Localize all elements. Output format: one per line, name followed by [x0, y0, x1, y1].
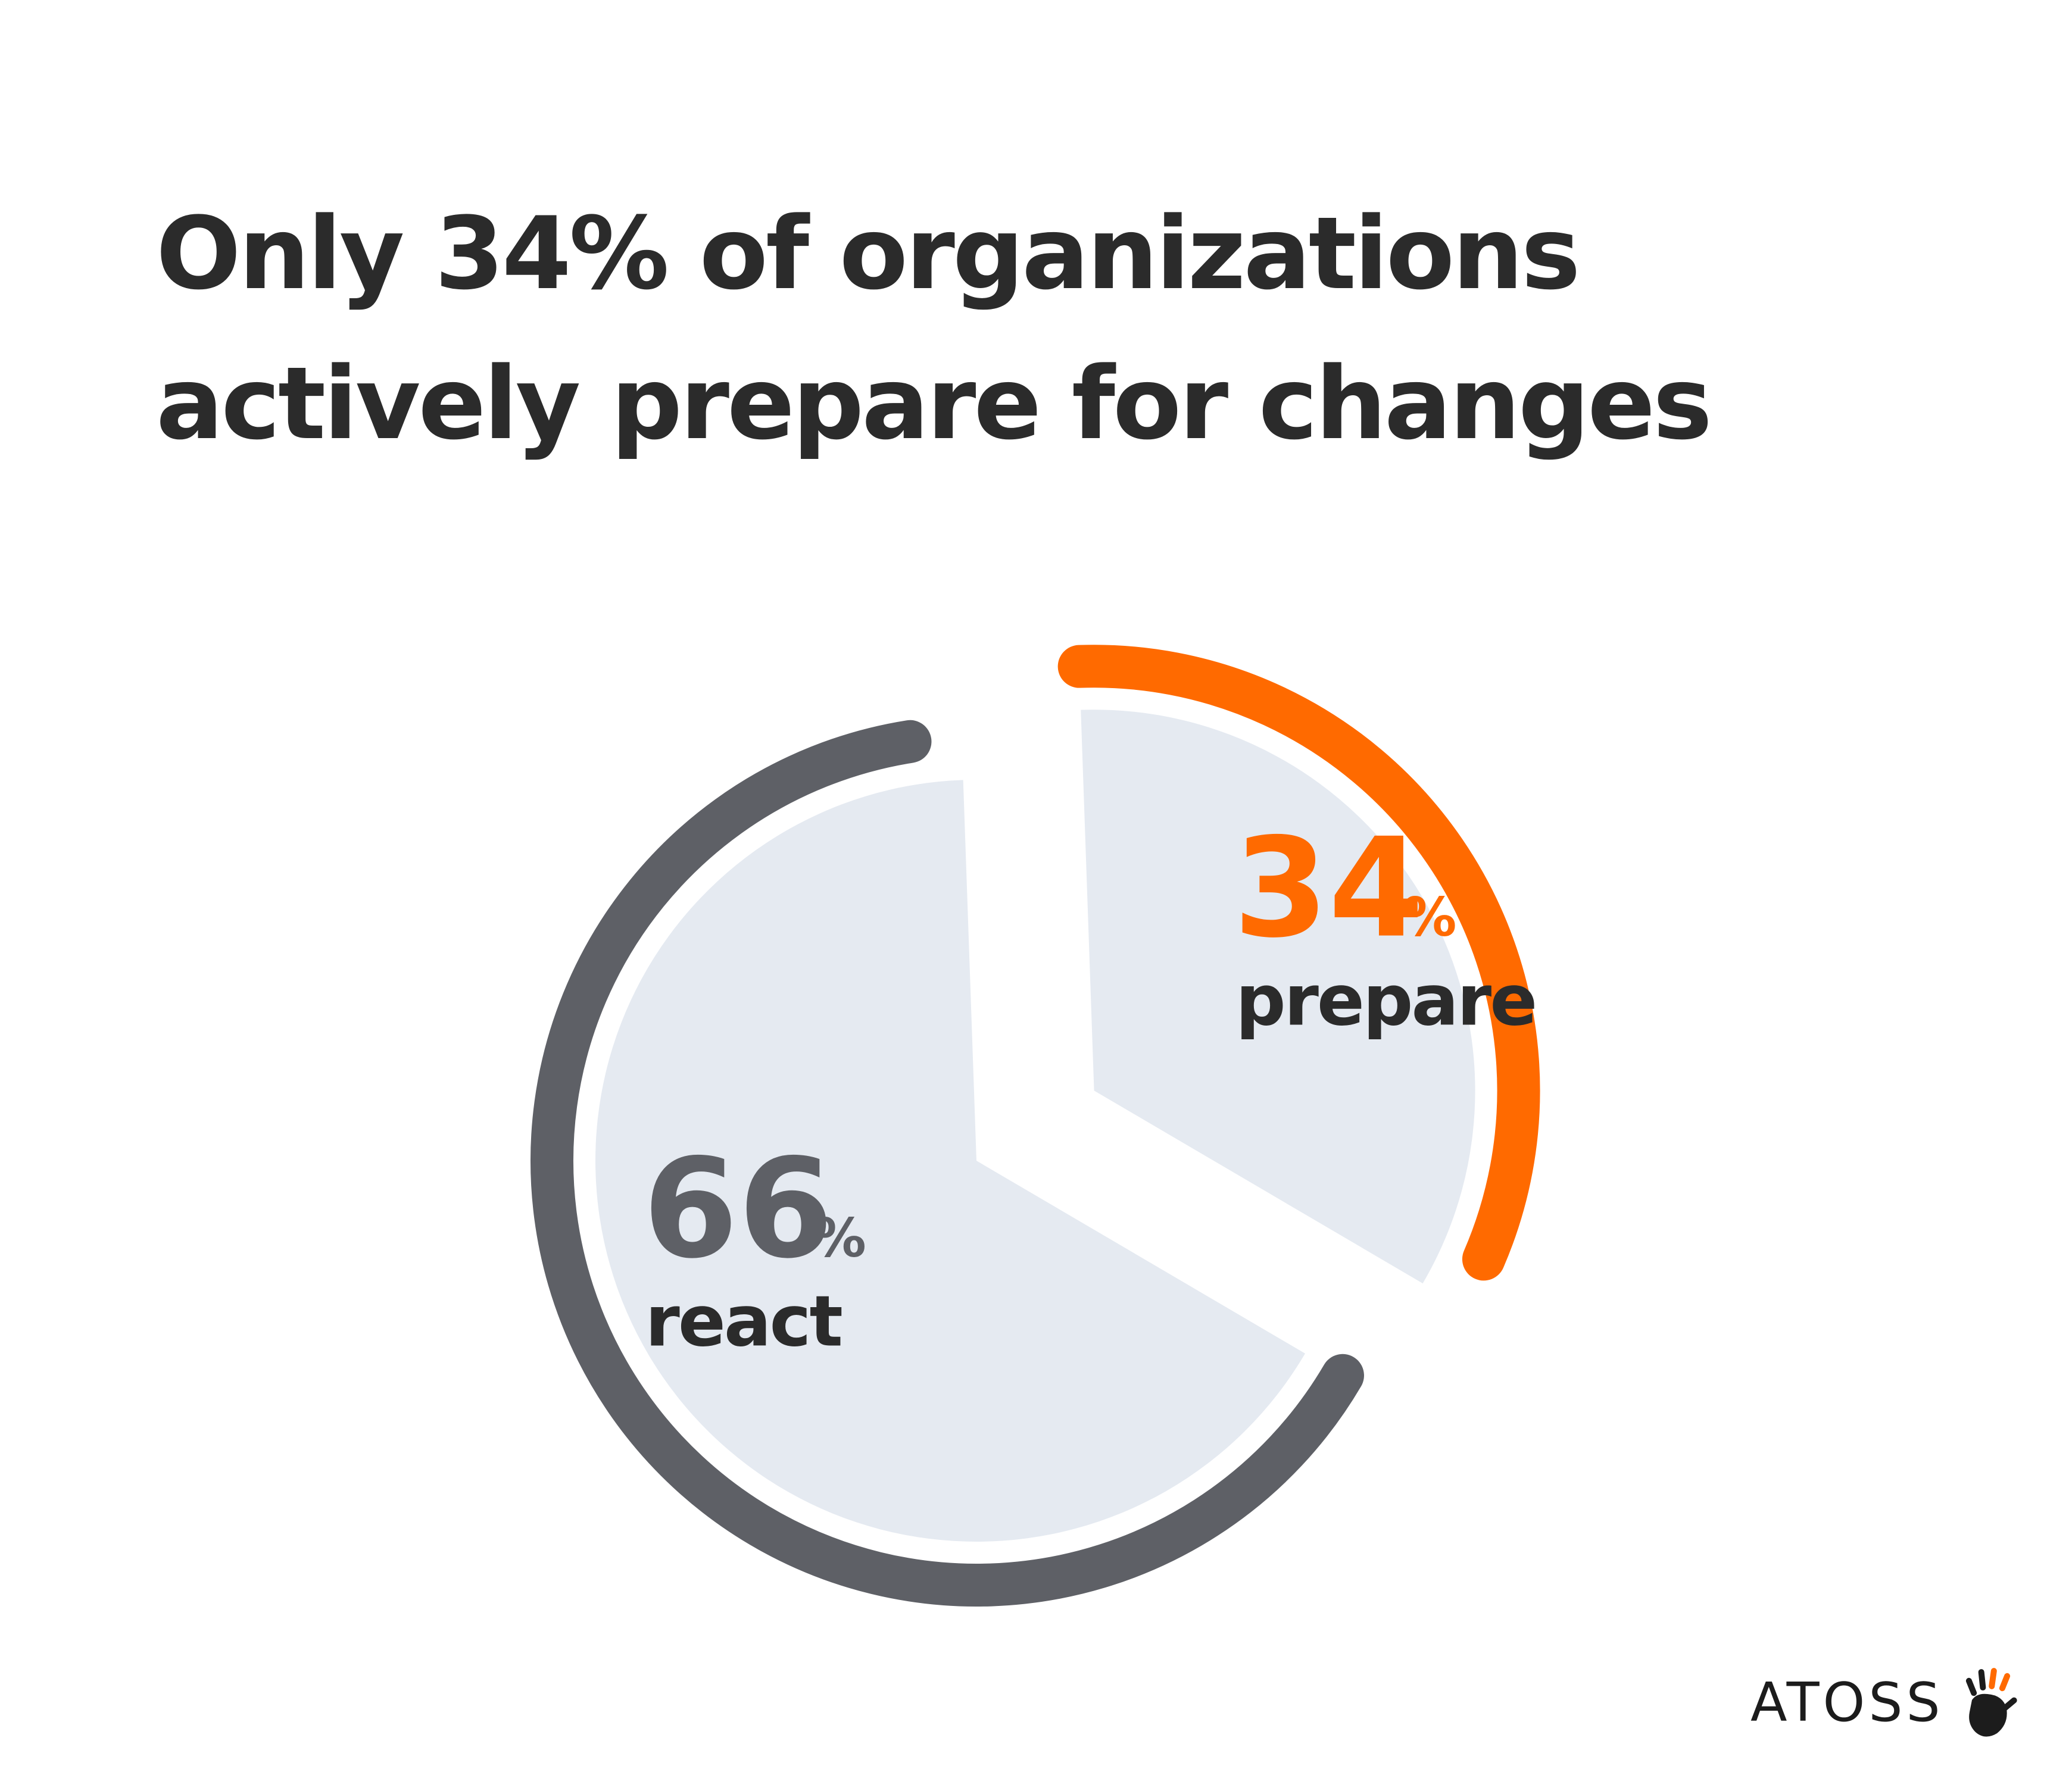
- data-label-unit-prepare: %: [1403, 886, 1456, 949]
- slice-arc-prepare: [1057, 645, 1540, 1281]
- hand-icon: [1965, 1668, 2017, 1737]
- slice-fill-prepare: [1081, 710, 1475, 1284]
- data-label-unit-react: %: [813, 1207, 866, 1269]
- atoss-logo: ATOSS: [1750, 1667, 2024, 1744]
- slice-label-react: react: [645, 1280, 842, 1362]
- data-label-value-prepare: 34: [1233, 810, 1424, 968]
- chart-title-line-2: actively prepare for changes: [156, 345, 1712, 462]
- slice-arc-react: [531, 720, 1364, 1607]
- chart-title-line-1: Only 34% of organizations: [156, 195, 1581, 312]
- logo-wordmark: ATOSS: [1750, 1671, 1944, 1734]
- slice-fill-react: [595, 780, 1306, 1542]
- chart-title: Only 34% of organizations actively prepa…: [156, 179, 1942, 479]
- data-label-value-react: 66: [643, 1130, 834, 1289]
- slice-label-prepare: prepare: [1235, 960, 1536, 1042]
